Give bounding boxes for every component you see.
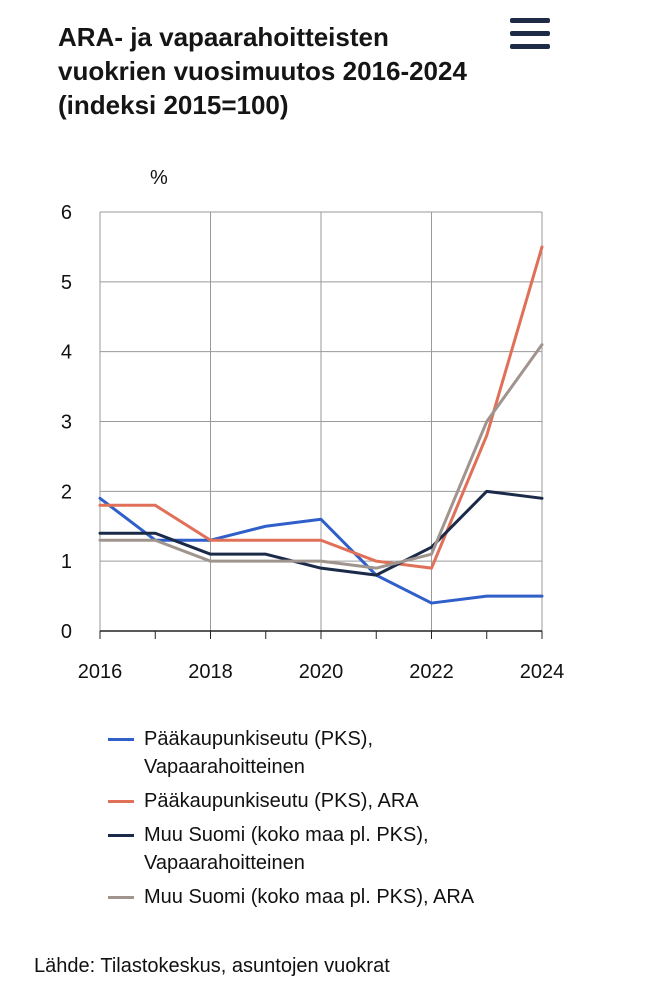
legend-label: Pääkaupunkiseutu (PKS), ARA [144, 790, 419, 812]
legend-label: Vapaarahoitteinen [144, 852, 305, 874]
legend-swatch [108, 738, 134, 741]
y-tick-label: 1 [61, 551, 72, 573]
legend-item-pks-vapaarahoitteinen: Pääkaupunkiseutu (PKS), Vapaarahoitteine… [108, 725, 608, 781]
series-line-2 [98, 245, 544, 570]
series-line-3 [98, 489, 544, 577]
legend-label: Muu Suomi (koko maa pl. PKS), ARA [144, 886, 475, 908]
legend-item-muu-suomi-ara: Muu Suomi (koko maa pl. PKS), ARA [108, 883, 608, 911]
y-tick-label: 0 [61, 621, 72, 643]
chart-title-line-1: ARA- ja vapaarahoitteisten [58, 22, 389, 52]
menu-bar [510, 31, 550, 36]
legend-label: Muu Suomi (koko maa pl. PKS), [144, 824, 429, 846]
line-chart: 0 1 2 3 4 5 6% 2016 2018 2020 2022 2024 [61, 167, 565, 683]
legend-item-pks-ara: Pääkaupunkiseutu (PKS), ARA [108, 787, 608, 815]
y-axis-label: % [150, 167, 168, 189]
x-tick-label: 2022 [409, 661, 454, 683]
legend-swatch [108, 800, 134, 803]
x-tick-label: 2020 [299, 661, 344, 683]
chart-title-line-2: vuokrien vuosimuutos 2016-2024 [58, 56, 467, 86]
chart-title: ARA- ja vapaarahoitteisten vuokrien vuos… [58, 20, 498, 122]
y-tick-label: 4 [61, 342, 72, 364]
y-tick-label: 2 [61, 481, 72, 503]
series-line-4 [98, 343, 544, 570]
chart-legend: Pääkaupunkiseutu (PKS), Vapaarahoitteine… [108, 725, 608, 917]
x-tick-label: 2018 [188, 661, 233, 683]
hamburger-menu-icon[interactable] [508, 16, 552, 52]
x-tick-label: 2024 [520, 661, 565, 683]
source-note: Lähde: Tilastokeskus, asuntojen vuokrat [34, 955, 390, 977]
menu-bar [510, 18, 550, 23]
menu-bar [510, 44, 550, 49]
x-tick-label: 2016 [78, 661, 123, 683]
legend-swatch [108, 896, 134, 899]
legend-label: Vapaarahoitteinen [144, 756, 305, 778]
legend-item-muu-suomi-vapaarahoitteinen: Muu Suomi (koko maa pl. PKS), Vapaarahoi… [108, 821, 608, 877]
y-tick-label: 5 [61, 272, 72, 294]
legend-swatch [108, 834, 134, 837]
y-tick-label: 3 [61, 412, 72, 434]
chart-title-line-3: (indeksi 2015=100) [58, 90, 289, 120]
y-tick-label: 6 [61, 202, 72, 224]
legend-label: Pääkaupunkiseutu (PKS), [144, 728, 374, 750]
